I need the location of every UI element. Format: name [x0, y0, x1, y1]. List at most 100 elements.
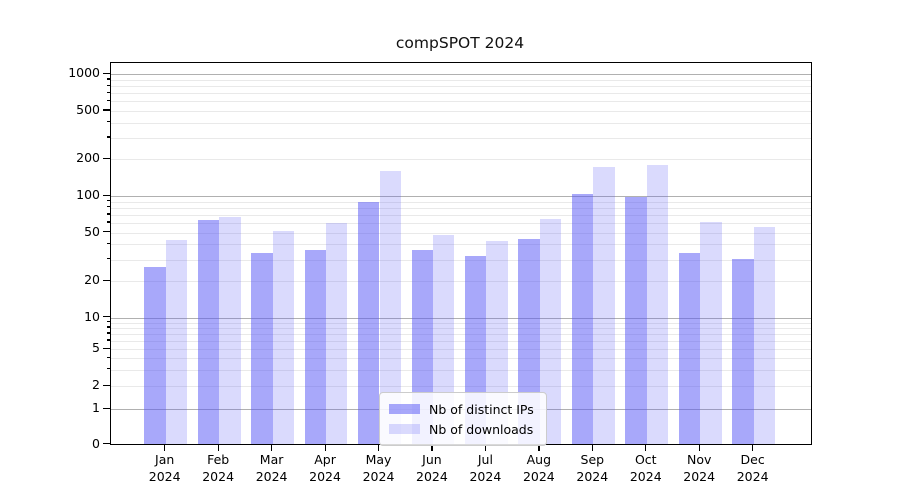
x-axis-tick-label: Jun 2024	[390, 452, 474, 485]
x-label-year: 2024	[469, 468, 502, 484]
bar-nb-of-downloads-aug	[539, 219, 562, 444]
y-axis-minor-tick	[106, 321, 110, 323]
bar-nb-of-downloads-apr	[326, 222, 348, 444]
y-axis-minor-tick	[106, 356, 110, 358]
y-axis-minor-tick	[106, 136, 110, 138]
y-axis-minor-tick	[106, 384, 110, 386]
x-axis-tick-label: Feb 2024	[176, 452, 260, 485]
x-label-month: Feb	[207, 452, 230, 467]
legend-item-distinct-ips: Nb of distinct IPs	[389, 399, 534, 419]
gridline-minor	[111, 369, 811, 371]
x-label-month: Oct	[634, 452, 657, 467]
x-axis-tick	[164, 444, 166, 451]
y-axis-minor-tick	[106, 339, 110, 341]
y-axis-minor-tick	[106, 347, 110, 349]
x-axis-tick-label: Aug 2024	[497, 452, 581, 485]
x-label-year: 2024	[255, 468, 288, 484]
y-axis-tick	[103, 194, 110, 196]
x-label-year: 2024	[202, 468, 235, 484]
x-label-month: Dec	[740, 452, 765, 467]
gridline-minor	[111, 232, 811, 234]
x-axis-tick-label: Oct 2024	[604, 452, 688, 485]
gridline-minor	[111, 93, 811, 95]
gridline-minor	[111, 222, 811, 224]
bar-nb-of-downloads-feb	[219, 216, 241, 444]
gridline-major	[111, 317, 811, 319]
x-axis-tick	[591, 444, 593, 451]
y-axis-tick-label: 5	[92, 340, 100, 356]
gridline-minor	[111, 386, 811, 387]
x-label-year: 2024	[629, 468, 662, 484]
x-axis-tick	[431, 444, 433, 451]
y-axis-minor-tick	[106, 109, 110, 111]
bar-nb-of-distinct-ips-jan	[144, 266, 166, 444]
gridline-major	[111, 74, 811, 76]
x-axis-tick	[645, 444, 647, 451]
y-axis-minor-tick	[106, 242, 110, 245]
x-label-month: Mar	[259, 452, 284, 467]
gridline-minor	[111, 110, 811, 112]
y-axis-tick-label: 50	[84, 223, 100, 239]
y-axis-tick-label: 10	[84, 308, 100, 324]
plot-area: Nb of distinct IPs Nb of downloads	[110, 62, 812, 446]
bar-nb-of-downloads-dec	[753, 227, 776, 444]
legend-item-downloads: Nb of downloads	[389, 419, 534, 439]
gridline-minor	[111, 137, 811, 139]
gridline-minor	[111, 101, 811, 103]
x-axis-tick-label: Sep 2024	[550, 452, 634, 485]
legend-label-downloads: Nb of downloads	[429, 421, 534, 437]
x-axis-tick-label: Mar 2024	[230, 452, 314, 485]
y-axis-tick	[103, 72, 110, 74]
x-label-year: 2024	[736, 468, 769, 484]
y-axis-minor-tick	[106, 78, 110, 80]
x-axis-tick-label: Apr 2024	[283, 452, 367, 485]
x-axis-tick	[698, 444, 700, 451]
y-axis-minor-tick	[106, 231, 110, 233]
x-axis-tick-label: Dec 2024	[711, 452, 795, 485]
x-label-year: 2024	[362, 468, 395, 484]
x-label-year: 2024	[309, 468, 341, 484]
x-label-month: Jan	[155, 452, 175, 467]
x-axis-tick	[378, 444, 380, 451]
y-axis-minor-tick	[106, 368, 110, 370]
bar-nb-of-distinct-ips-may	[358, 202, 380, 444]
x-label-month: Jul	[477, 452, 493, 467]
x-axis-tick-label: Jan 2024	[123, 452, 207, 485]
x-label-month: Aug	[526, 452, 552, 467]
y-axis-minor-tick	[106, 221, 110, 223]
bar-nb-of-distinct-ips-oct	[625, 196, 647, 444]
x-axis-tick-label: Nov 2024	[657, 452, 741, 485]
y-axis-tick-label: 200	[76, 150, 100, 166]
gridline-minor	[111, 259, 811, 261]
x-axis-tick	[484, 444, 487, 451]
bar-nb-of-downloads-jan	[165, 240, 188, 444]
y-axis-minor-tick	[106, 326, 110, 328]
x-axis-tick	[271, 444, 273, 451]
bar-nb-of-downloads-mar	[272, 231, 294, 444]
y-axis-minor-tick	[106, 258, 110, 260]
bar-nb-of-downloads-may	[379, 170, 401, 444]
x-label-month: Sep	[580, 452, 605, 467]
y-axis-tick-label: 100	[76, 187, 100, 202]
y-axis-tick-label: 1000	[68, 65, 100, 81]
gridline-minor	[111, 86, 811, 88]
y-axis-minor-tick	[106, 213, 110, 215]
x-label-year: 2024	[683, 468, 716, 484]
gridline-minor	[111, 340, 811, 342]
y-axis-tick	[103, 407, 110, 409]
x-axis-tick	[752, 444, 754, 451]
y-axis-minor-tick	[106, 279, 110, 281]
gridline-minor	[111, 322, 811, 324]
x-label-month: May	[365, 452, 392, 467]
bar-nb-of-downloads-oct	[646, 165, 669, 444]
bar-nb-of-distinct-ips-nov	[678, 252, 701, 444]
x-axis-tick	[324, 444, 326, 451]
x-axis-tick-label: Jul 2024	[443, 452, 527, 485]
chart-title: compSPOT 2024	[395, 34, 525, 52]
gridline-minor	[111, 122, 811, 124]
x-axis-tick	[538, 444, 540, 451]
x-label-month: Apr	[314, 452, 336, 467]
x-label-month: Jun	[422, 452, 442, 467]
bar-nb-of-distinct-ips-feb	[197, 219, 220, 444]
